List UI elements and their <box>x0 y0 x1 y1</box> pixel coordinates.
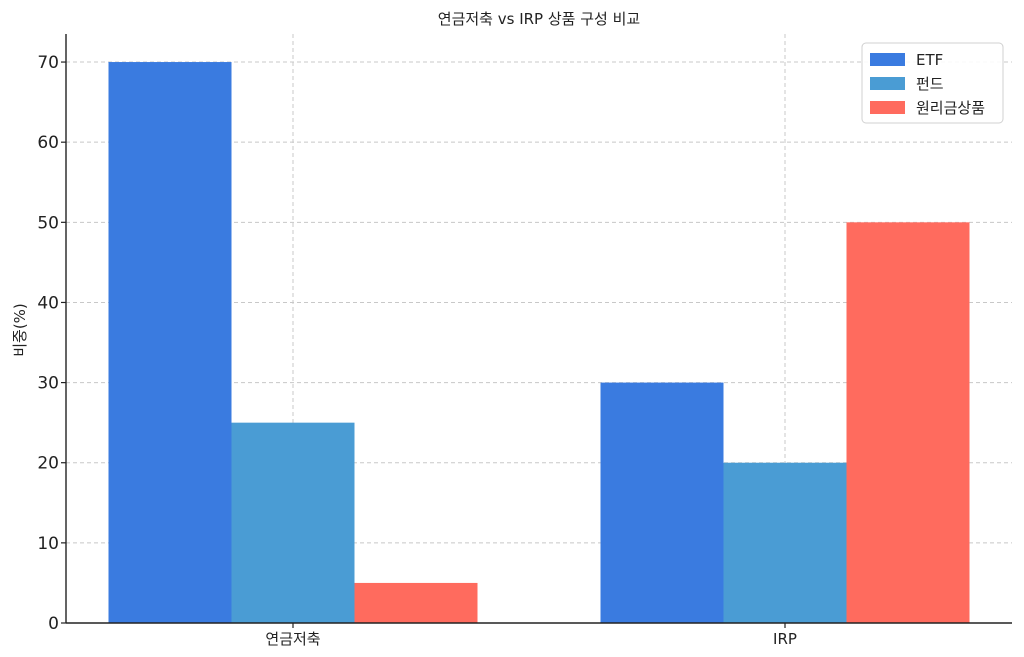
y-tick-label: 40 <box>37 293 59 313</box>
y-ticks: 0 10 20 30 40 50 60 70 <box>37 53 66 634</box>
bar <box>846 222 970 623</box>
x-ticks: 연금저축 IRP <box>265 623 797 648</box>
legend-swatch <box>870 101 905 114</box>
chart-title: 연금저축 vs IRP 상품 구성 비교 <box>438 10 640 28</box>
y-tick-label: 70 <box>37 53 59 73</box>
x-tick-label: IRP <box>773 630 797 648</box>
legend-swatch <box>870 53 905 66</box>
bar <box>723 462 847 623</box>
legend-label: 원리금상품 <box>916 99 985 117</box>
legend-label: 펀드 <box>916 75 944 93</box>
y-tick-label: 60 <box>37 133 59 153</box>
bar <box>600 382 724 623</box>
y-axis-label: 비중(%) <box>11 303 29 357</box>
bar <box>108 62 232 624</box>
y-tick-label: 50 <box>37 213 59 233</box>
x-tick-label: 연금저축 <box>265 630 320 648</box>
bars <box>108 62 970 624</box>
y-tick-label: 20 <box>37 454 59 474</box>
legend-label: ETF <box>916 51 943 69</box>
y-tick-label: 0 <box>48 614 59 634</box>
legend-swatch <box>870 77 905 90</box>
bar <box>231 422 355 623</box>
y-tick-label: 10 <box>37 534 59 554</box>
y-tick-label: 30 <box>37 374 59 394</box>
bar <box>354 582 478 623</box>
